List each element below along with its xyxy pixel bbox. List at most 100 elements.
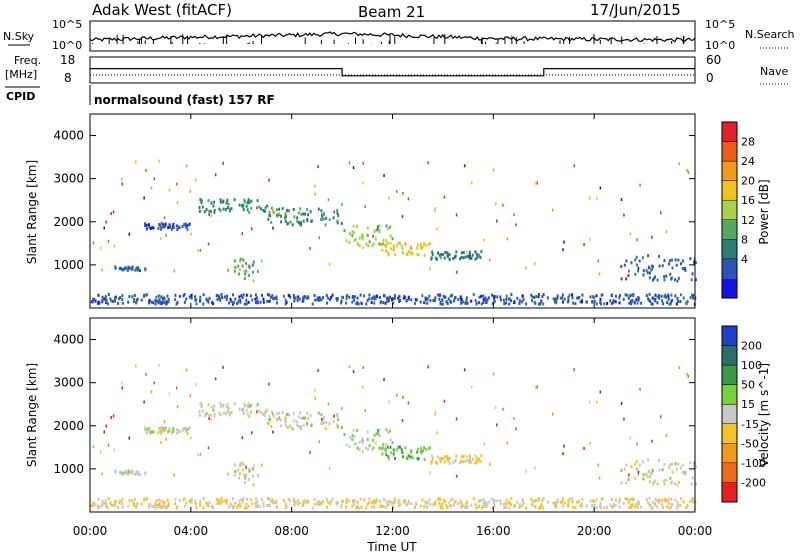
- data-cell: [378, 296, 381, 299]
- data-cell: [318, 500, 321, 504]
- data-cell: [389, 438, 392, 442]
- data-cell: [686, 168, 688, 172]
- data-cell: [296, 298, 299, 302]
- data-cell: [625, 463, 628, 467]
- data-cell: [356, 505, 359, 509]
- data-cell: [691, 497, 694, 501]
- data-cell: [677, 258, 680, 262]
- data-cell: [645, 294, 648, 297]
- data-cell: [510, 497, 513, 500]
- data-cell: [641, 256, 644, 260]
- y-tick-label: 4000: [53, 333, 84, 347]
- data-cell: [195, 506, 198, 510]
- data-cell: [340, 425, 343, 429]
- data-cell: [474, 250, 477, 254]
- data-cell: [286, 412, 289, 416]
- data-cell: [622, 297, 625, 301]
- data-cell: [695, 278, 697, 282]
- data-cell: [648, 502, 651, 506]
- data-cell: [619, 498, 621, 501]
- data-cell: [453, 503, 455, 507]
- x-tick-label: 12:00: [375, 524, 410, 538]
- data-cell: [636, 238, 638, 242]
- data-cell: [392, 505, 395, 509]
- data-cell: [453, 296, 456, 300]
- data-cell: [377, 429, 379, 433]
- data-cell: [133, 299, 135, 303]
- data-cell: [395, 244, 398, 248]
- data-cell: [148, 301, 151, 305]
- data-cell: [336, 297, 339, 301]
- data-cell: [190, 296, 193, 300]
- data-cell: [128, 436, 130, 440]
- colorbar-tick-label: 200: [741, 340, 762, 353]
- data-cell: [349, 232, 352, 236]
- data-cell: [237, 264, 240, 268]
- data-cell: [164, 222, 167, 226]
- data-cell: [356, 428, 359, 432]
- data-cell: [595, 302, 598, 306]
- velocity-data: [90, 363, 697, 510]
- data-cell: [208, 417, 210, 420]
- data-cell: [561, 293, 564, 297]
- data-cell: [679, 504, 682, 507]
- data-cell: [107, 239, 110, 243]
- data-cell: [518, 506, 521, 509]
- data-cell: [239, 300, 242, 304]
- data-cell: [392, 301, 395, 305]
- data-cell: [343, 433, 346, 436]
- data-cell: [178, 226, 181, 230]
- data-cell: [378, 224, 381, 228]
- data-cell: [153, 177, 155, 181]
- data-cell: [537, 499, 540, 503]
- data-cell: [366, 226, 369, 230]
- data-cell: [491, 506, 494, 509]
- data-cell: [646, 475, 649, 479]
- data-cell: [433, 298, 436, 302]
- data-cell: [184, 225, 187, 229]
- data-cell: [506, 441, 509, 445]
- data-cell: [668, 262, 671, 266]
- data-cell: [438, 501, 441, 505]
- data-cell: [251, 502, 254, 506]
- data-cell: [419, 504, 422, 508]
- data-cell: [665, 434, 668, 437]
- data-cell: [345, 239, 348, 243]
- data-cell: [535, 181, 537, 185]
- data-cell: [599, 501, 602, 505]
- data-cell: [595, 506, 598, 510]
- data-cell: [252, 260, 255, 264]
- data-cell: [388, 196, 390, 200]
- data-cell: [246, 412, 249, 416]
- data-cell: [219, 200, 222, 204]
- colorbar-segment: [722, 482, 737, 503]
- data-cell: [505, 498, 508, 502]
- data-cell: [402, 296, 405, 300]
- data-cell: [247, 200, 250, 204]
- data-cell: [182, 498, 185, 502]
- data-cell: [424, 447, 427, 451]
- data-cell: [168, 223, 171, 227]
- data-cell: [332, 420, 335, 424]
- data-cell: [382, 442, 385, 446]
- data-cell: [638, 259, 641, 263]
- data-cell: [493, 500, 495, 504]
- data-cell: [597, 463, 600, 467]
- data-cell: [622, 501, 625, 505]
- data-cell: [168, 392, 171, 396]
- data-cell: [651, 302, 654, 306]
- data-cell: [150, 186, 153, 190]
- data-cell: [441, 302, 444, 306]
- data-cell: [399, 299, 402, 302]
- data-cell: [372, 499, 375, 503]
- data-cell: [121, 182, 123, 186]
- data-cell: [131, 265, 134, 269]
- y-tick-label: 2000: [53, 419, 84, 433]
- data-cell: [474, 454, 477, 458]
- data-cell: [583, 447, 585, 450]
- data-cell: [366, 502, 369, 506]
- data-cell: [298, 501, 301, 505]
- data-cell: [612, 301, 615, 304]
- power-data: [90, 159, 697, 306]
- data-cell: [284, 416, 287, 420]
